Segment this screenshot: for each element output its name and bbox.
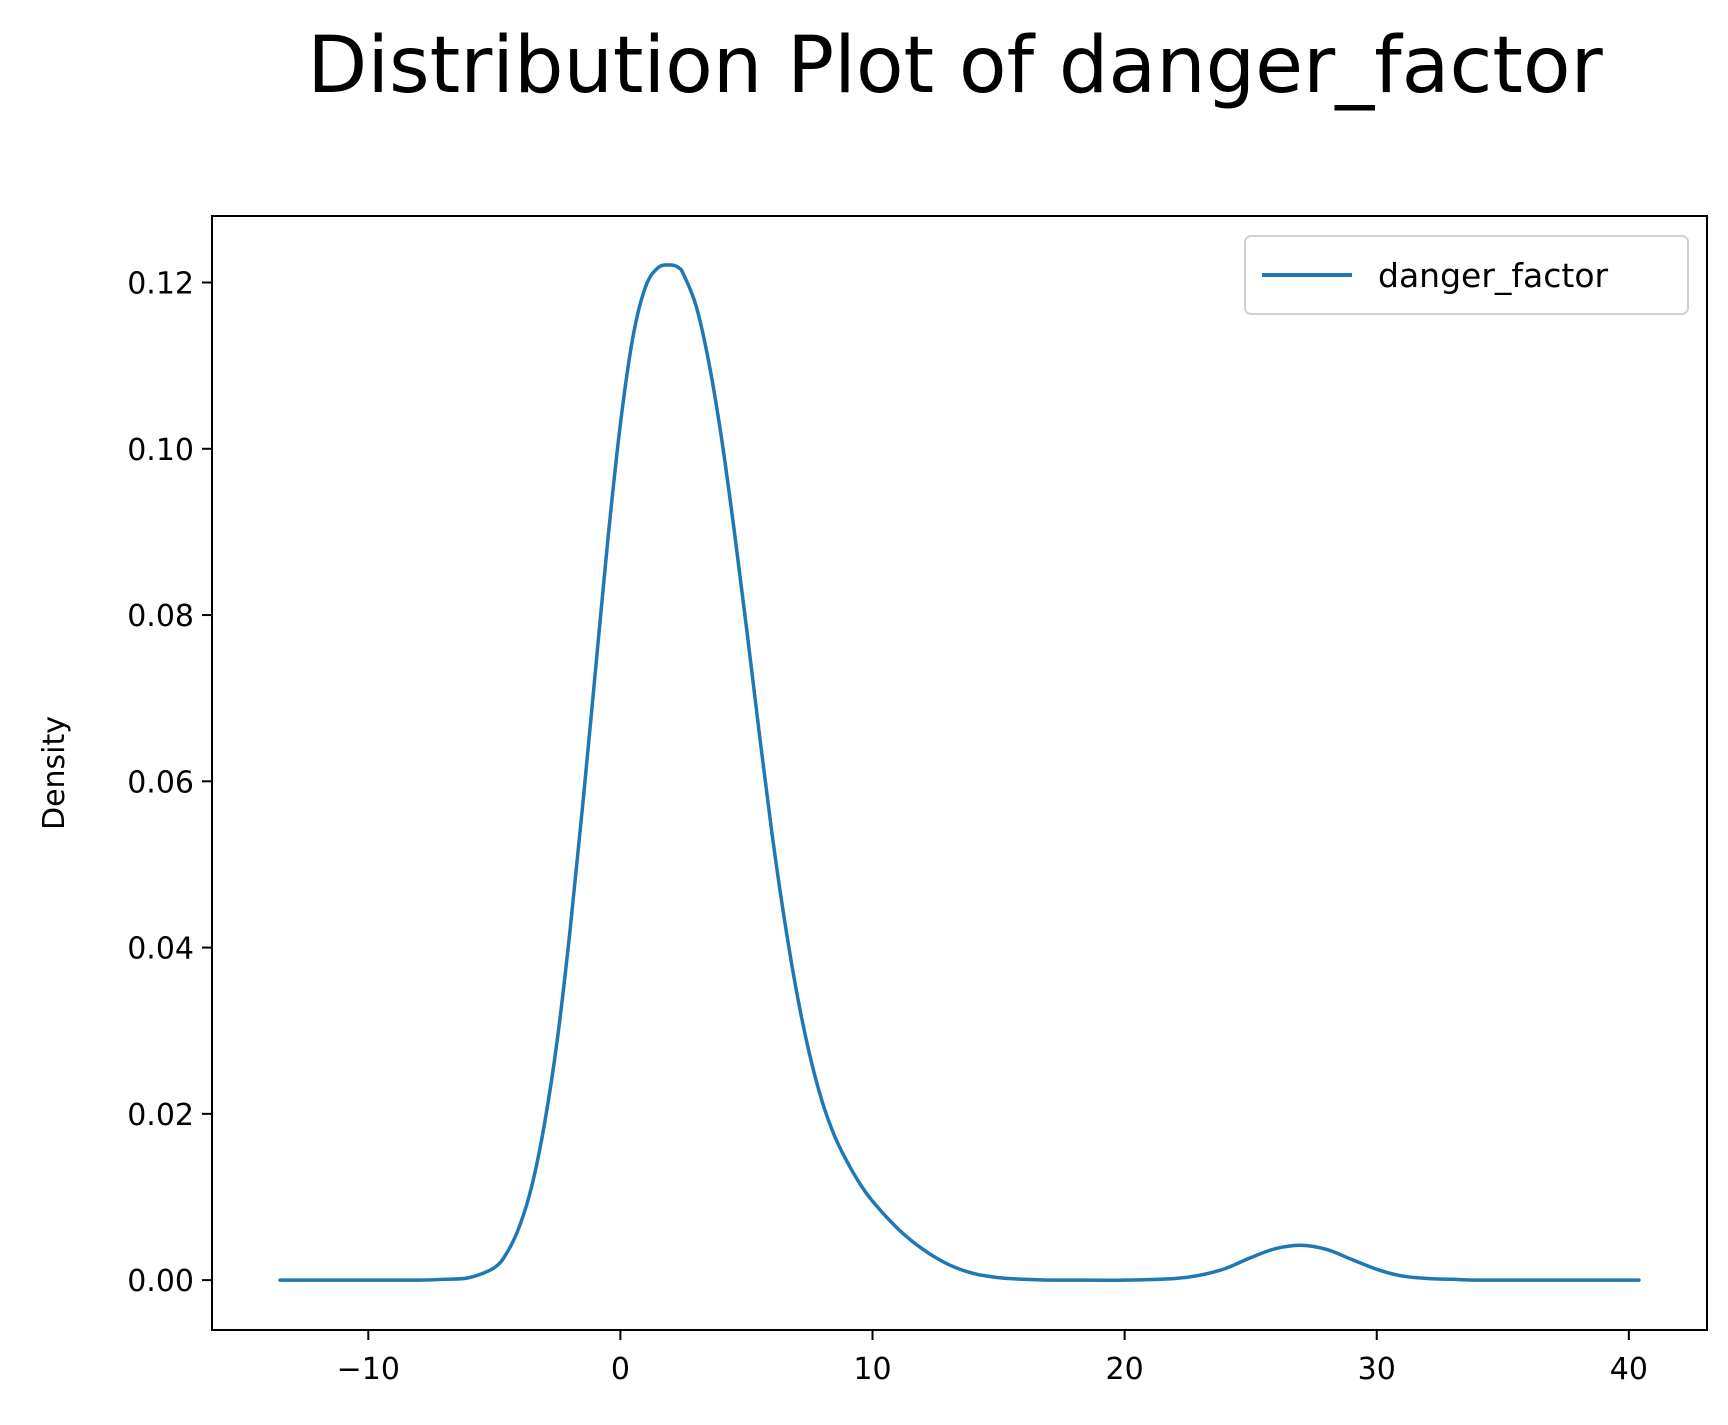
y-tick-label: 0.04 <box>127 932 194 967</box>
y-tick-label: 0.06 <box>127 765 194 800</box>
x-tick-label: 20 <box>1106 1352 1144 1387</box>
x-tick-label: 10 <box>853 1352 891 1387</box>
x-axis: −10 0 10 20 30 40 <box>337 1330 1648 1387</box>
x-tick-label: 0 <box>611 1352 630 1387</box>
x-tick-label: 40 <box>1610 1352 1648 1387</box>
legend-label-danger-factor: danger_factor <box>1378 256 1609 295</box>
axes-frame <box>211 215 1708 1331</box>
y-tick-label: 0.08 <box>127 599 194 634</box>
y-axis: 0.00 0.02 0.04 0.06 0.08 0.10 0.12 <box>127 267 212 1299</box>
y-tick-label: 0.00 <box>127 1264 194 1299</box>
legend: danger_factor <box>1244 235 1689 315</box>
chart-title: Distribution Plot of danger_factor <box>307 21 1603 111</box>
y-tick-label: 0.12 <box>127 267 194 302</box>
legend-box <box>1244 235 1689 315</box>
y-tick-label: 0.10 <box>127 433 194 468</box>
x-tick-label: −10 <box>337 1352 400 1387</box>
plot-area <box>278 263 1641 1282</box>
x-tick-label: 30 <box>1358 1352 1396 1387</box>
series-line-danger-factor <box>278 263 1641 1282</box>
y-axis-label: Density <box>37 716 72 830</box>
y-tick-label: 0.02 <box>127 1098 194 1133</box>
